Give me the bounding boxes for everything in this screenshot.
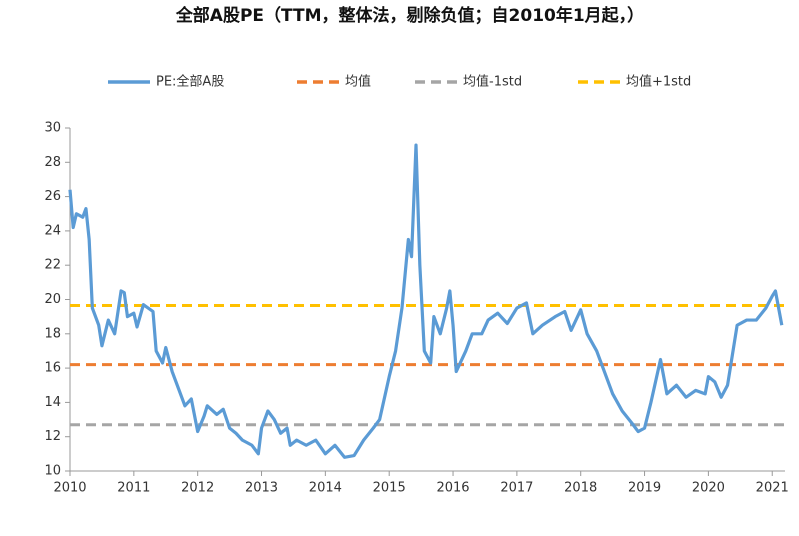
legend-label: 均值 xyxy=(345,74,371,90)
x-tick-label: 2014 xyxy=(309,481,342,496)
y-tick-label: 10 xyxy=(44,464,61,479)
x-tick-label: 2018 xyxy=(564,481,597,496)
x-tick-label: 2010 xyxy=(53,481,86,496)
data-line xyxy=(68,143,784,459)
legend-label: 均值+1std xyxy=(626,74,691,90)
y-tick-label: 24 xyxy=(44,223,61,238)
y-tick-label: 22 xyxy=(44,258,61,273)
chart-title: 全部A股PE（TTM，整体法，剔除负值；自2010年1月起，） xyxy=(175,5,644,26)
y-tick-label: 12 xyxy=(44,429,61,444)
x-tick-label: 2013 xyxy=(245,481,278,496)
x-tick-label: 2019 xyxy=(628,481,661,496)
y-tick-label: 26 xyxy=(44,189,61,204)
x-tick-label: 2015 xyxy=(373,481,406,496)
x-tick-label: 2011 xyxy=(117,481,150,496)
legend-label: 均值-1std xyxy=(463,74,522,90)
y-tick-label: 20 xyxy=(44,292,61,307)
x-tick-label: 2020 xyxy=(692,481,725,496)
y-tick-label: 16 xyxy=(44,361,61,376)
y-tick-label: 18 xyxy=(44,326,61,341)
x-tick-label: 2012 xyxy=(181,481,214,496)
y-tick-label: 14 xyxy=(44,395,61,410)
legend-label: PE:全部A股 xyxy=(156,74,224,90)
y-tick-label: 28 xyxy=(44,155,61,170)
y-tick-label: 30 xyxy=(44,121,61,136)
x-tick-label: 2017 xyxy=(500,481,533,496)
x-tick-label: 2021 xyxy=(756,481,789,496)
x-tick-label: 2016 xyxy=(436,481,469,496)
